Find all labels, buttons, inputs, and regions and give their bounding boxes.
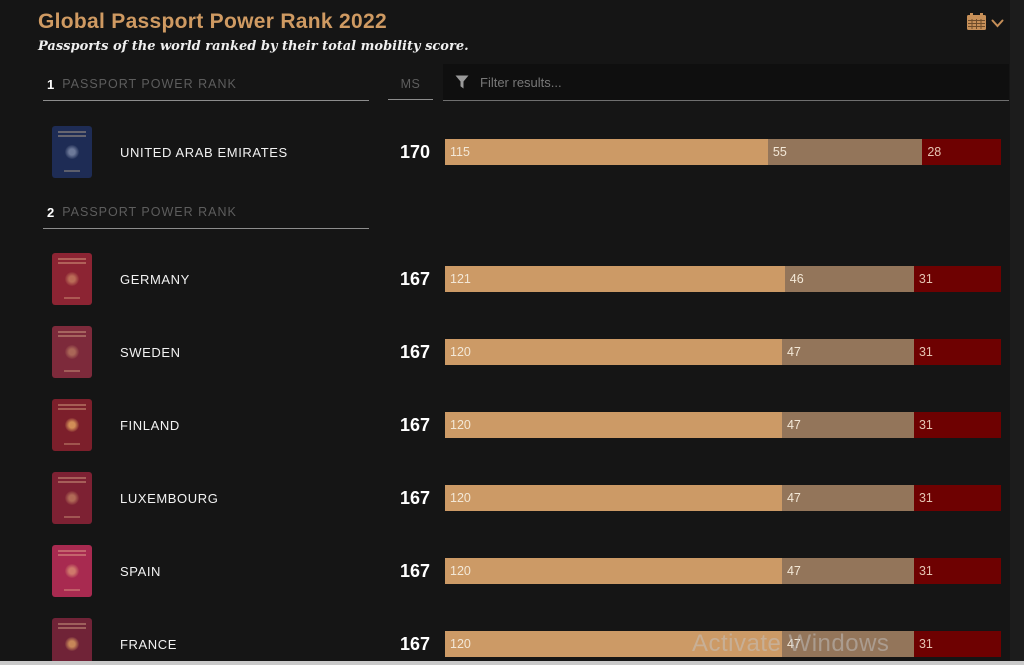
- country-name: GERMANY: [120, 271, 190, 287]
- bar-segment: 31: [913, 266, 1001, 292]
- window-bottom-border: [0, 661, 1024, 665]
- passport-row[interactable]: GERMANY 167 121 46 31: [0, 253, 1010, 305]
- passport-cover-image: [52, 126, 92, 178]
- passport-cover-image: [52, 253, 92, 305]
- bar-segment: 47: [781, 485, 914, 511]
- scrollbar-track: [1010, 0, 1024, 665]
- country-name: FINLAND: [120, 417, 180, 433]
- bar-segment: 120: [445, 339, 782, 365]
- activate-windows-watermark: Activate Windows: [692, 630, 890, 657]
- mobility-score: 170: [399, 141, 430, 162]
- chevron-down-icon: [991, 15, 1004, 33]
- passport-row[interactable]: SPAIN 167 120 47 31: [0, 545, 1010, 597]
- mobility-score: 167: [399, 633, 430, 654]
- passport-row[interactable]: FRANCE 167 120 47 31: [0, 618, 1010, 665]
- bar-segment: 31: [913, 558, 1001, 584]
- bar-segment: 46: [784, 266, 914, 292]
- section-rank: 1: [47, 76, 55, 92]
- section-label: PASSPORT POWER RANK: [62, 205, 237, 219]
- year-picker-button[interactable]: [967, 13, 1004, 35]
- calendar-icon: [967, 13, 986, 35]
- passport-cover-image: [52, 326, 92, 378]
- passport-row[interactable]: UNITED ARAB EMIRATES 170 115 55 28: [0, 126, 1010, 178]
- bar-segment: 121: [445, 266, 785, 292]
- bar-segment: 47: [781, 412, 914, 438]
- mobility-bar: 120 47 31: [445, 339, 1001, 365]
- mobility-score: 167: [399, 268, 430, 289]
- section-rank: 2: [47, 204, 55, 220]
- bar-segment: 31: [913, 339, 1001, 365]
- bar-segment: 47: [781, 631, 914, 657]
- mobility-bar: 115 55 28: [445, 139, 1001, 165]
- passport-row[interactable]: LUXEMBOURG 167 120 47 31: [0, 472, 1010, 524]
- mobility-score: 167: [399, 414, 430, 435]
- mobility-bar: 120 47 31: [445, 485, 1001, 511]
- bar-segment: 115: [445, 139, 768, 165]
- country-name: SPAIN: [120, 563, 162, 579]
- column-header-ms: MS: [388, 70, 433, 100]
- page-subtitle: Passports of the world ranked by their t…: [38, 39, 469, 54]
- bar-segment: 28: [922, 139, 1001, 165]
- country-name: SWEDEN: [120, 344, 181, 360]
- mobility-score: 167: [399, 560, 430, 581]
- bar-segment: 120: [445, 631, 782, 657]
- passport-cover-image: [52, 472, 92, 524]
- bar-segment: 120: [445, 412, 782, 438]
- mobility-bar: 121 46 31: [445, 266, 1001, 292]
- bar-segment: 55: [767, 139, 923, 165]
- bar-segment: 47: [781, 339, 914, 365]
- passport-row[interactable]: FINLAND 167 120 47 31: [0, 399, 1010, 451]
- section-label: PASSPORT POWER RANK: [62, 77, 237, 91]
- passport-cover-image: [52, 399, 92, 451]
- country-name: UNITED ARAB EMIRATES: [120, 144, 288, 160]
- mobility-bar: 120 47 31: [445, 412, 1001, 438]
- filter-input[interactable]: [478, 73, 997, 91]
- mobility-score: 167: [399, 341, 430, 362]
- passport-cover-image: [52, 545, 92, 597]
- page-title: Global Passport Power Rank 2022: [38, 10, 387, 33]
- section-header: 2 PASSPORT POWER RANK: [43, 198, 369, 229]
- country-name: LUXEMBOURG: [120, 490, 219, 506]
- bar-segment: 120: [445, 558, 782, 584]
- funnel-icon: [455, 75, 469, 89]
- section-header: 1 PASSPORT POWER RANK: [43, 70, 369, 101]
- bar-segment: 31: [913, 412, 1001, 438]
- bar-segment: 120: [445, 485, 782, 511]
- country-name: FRANCE: [120, 636, 178, 652]
- mobility-bar: 120 47 31: [445, 631, 1001, 657]
- filter-bar: [443, 64, 1009, 101]
- passport-cover-image: [52, 618, 92, 665]
- mobility-bar: 120 47 31: [445, 558, 1001, 584]
- bar-segment: 31: [913, 631, 1001, 657]
- bar-segment: 47: [781, 558, 914, 584]
- passport-row[interactable]: SWEDEN 167 120 47 31: [0, 326, 1010, 378]
- bar-segment: 31: [913, 485, 1001, 511]
- mobility-score: 167: [399, 487, 430, 508]
